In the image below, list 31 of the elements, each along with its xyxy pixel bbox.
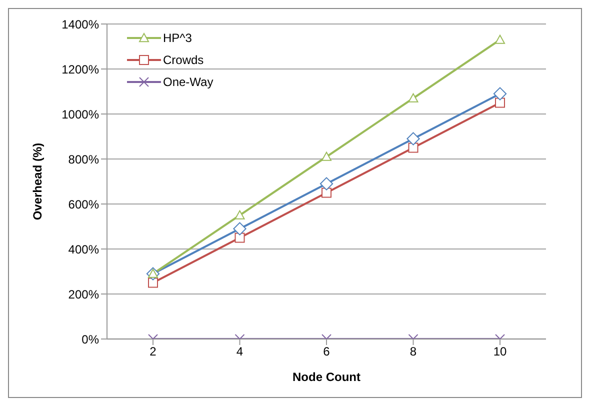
- x-tick-label: 6: [323, 344, 330, 359]
- point: [408, 93, 418, 102]
- x-tick-label: 8: [410, 344, 417, 359]
- y-tick-label: 1000%: [62, 107, 100, 122]
- y-tick-label: 600%: [68, 197, 100, 212]
- point: [233, 222, 246, 236]
- x-axis-title: Node Count: [292, 370, 360, 384]
- y-tick-label: 1400%: [62, 17, 100, 32]
- point: [495, 34, 505, 44]
- point: [234, 232, 245, 243]
- point: [320, 177, 334, 190]
- x-tick-label: 4: [236, 344, 244, 359]
- point: [148, 278, 158, 288]
- point: [493, 87, 507, 100]
- point: [322, 188, 332, 198]
- y-tick-label: 800%: [68, 152, 100, 166]
- legend-label: Crowds: [163, 53, 204, 67]
- point: [495, 98, 505, 108]
- legend-label: One-Way: [163, 75, 214, 89]
- point: [408, 142, 418, 153]
- point: [322, 152, 332, 161]
- y-tick-label: 200%: [68, 287, 100, 302]
- y-tick-label: 400%: [68, 242, 100, 256]
- x-tick-label: 10: [493, 344, 507, 359]
- y-axis-title: Overhead (%): [30, 142, 44, 220]
- point: [234, 210, 245, 220]
- legend-label: HP^3: [163, 31, 192, 45]
- point: [406, 132, 420, 146]
- y-tick-label: 1200%: [62, 62, 100, 76]
- x-tick-label: 2: [150, 344, 157, 359]
- y-tick-label: 0%: [82, 332, 100, 346]
